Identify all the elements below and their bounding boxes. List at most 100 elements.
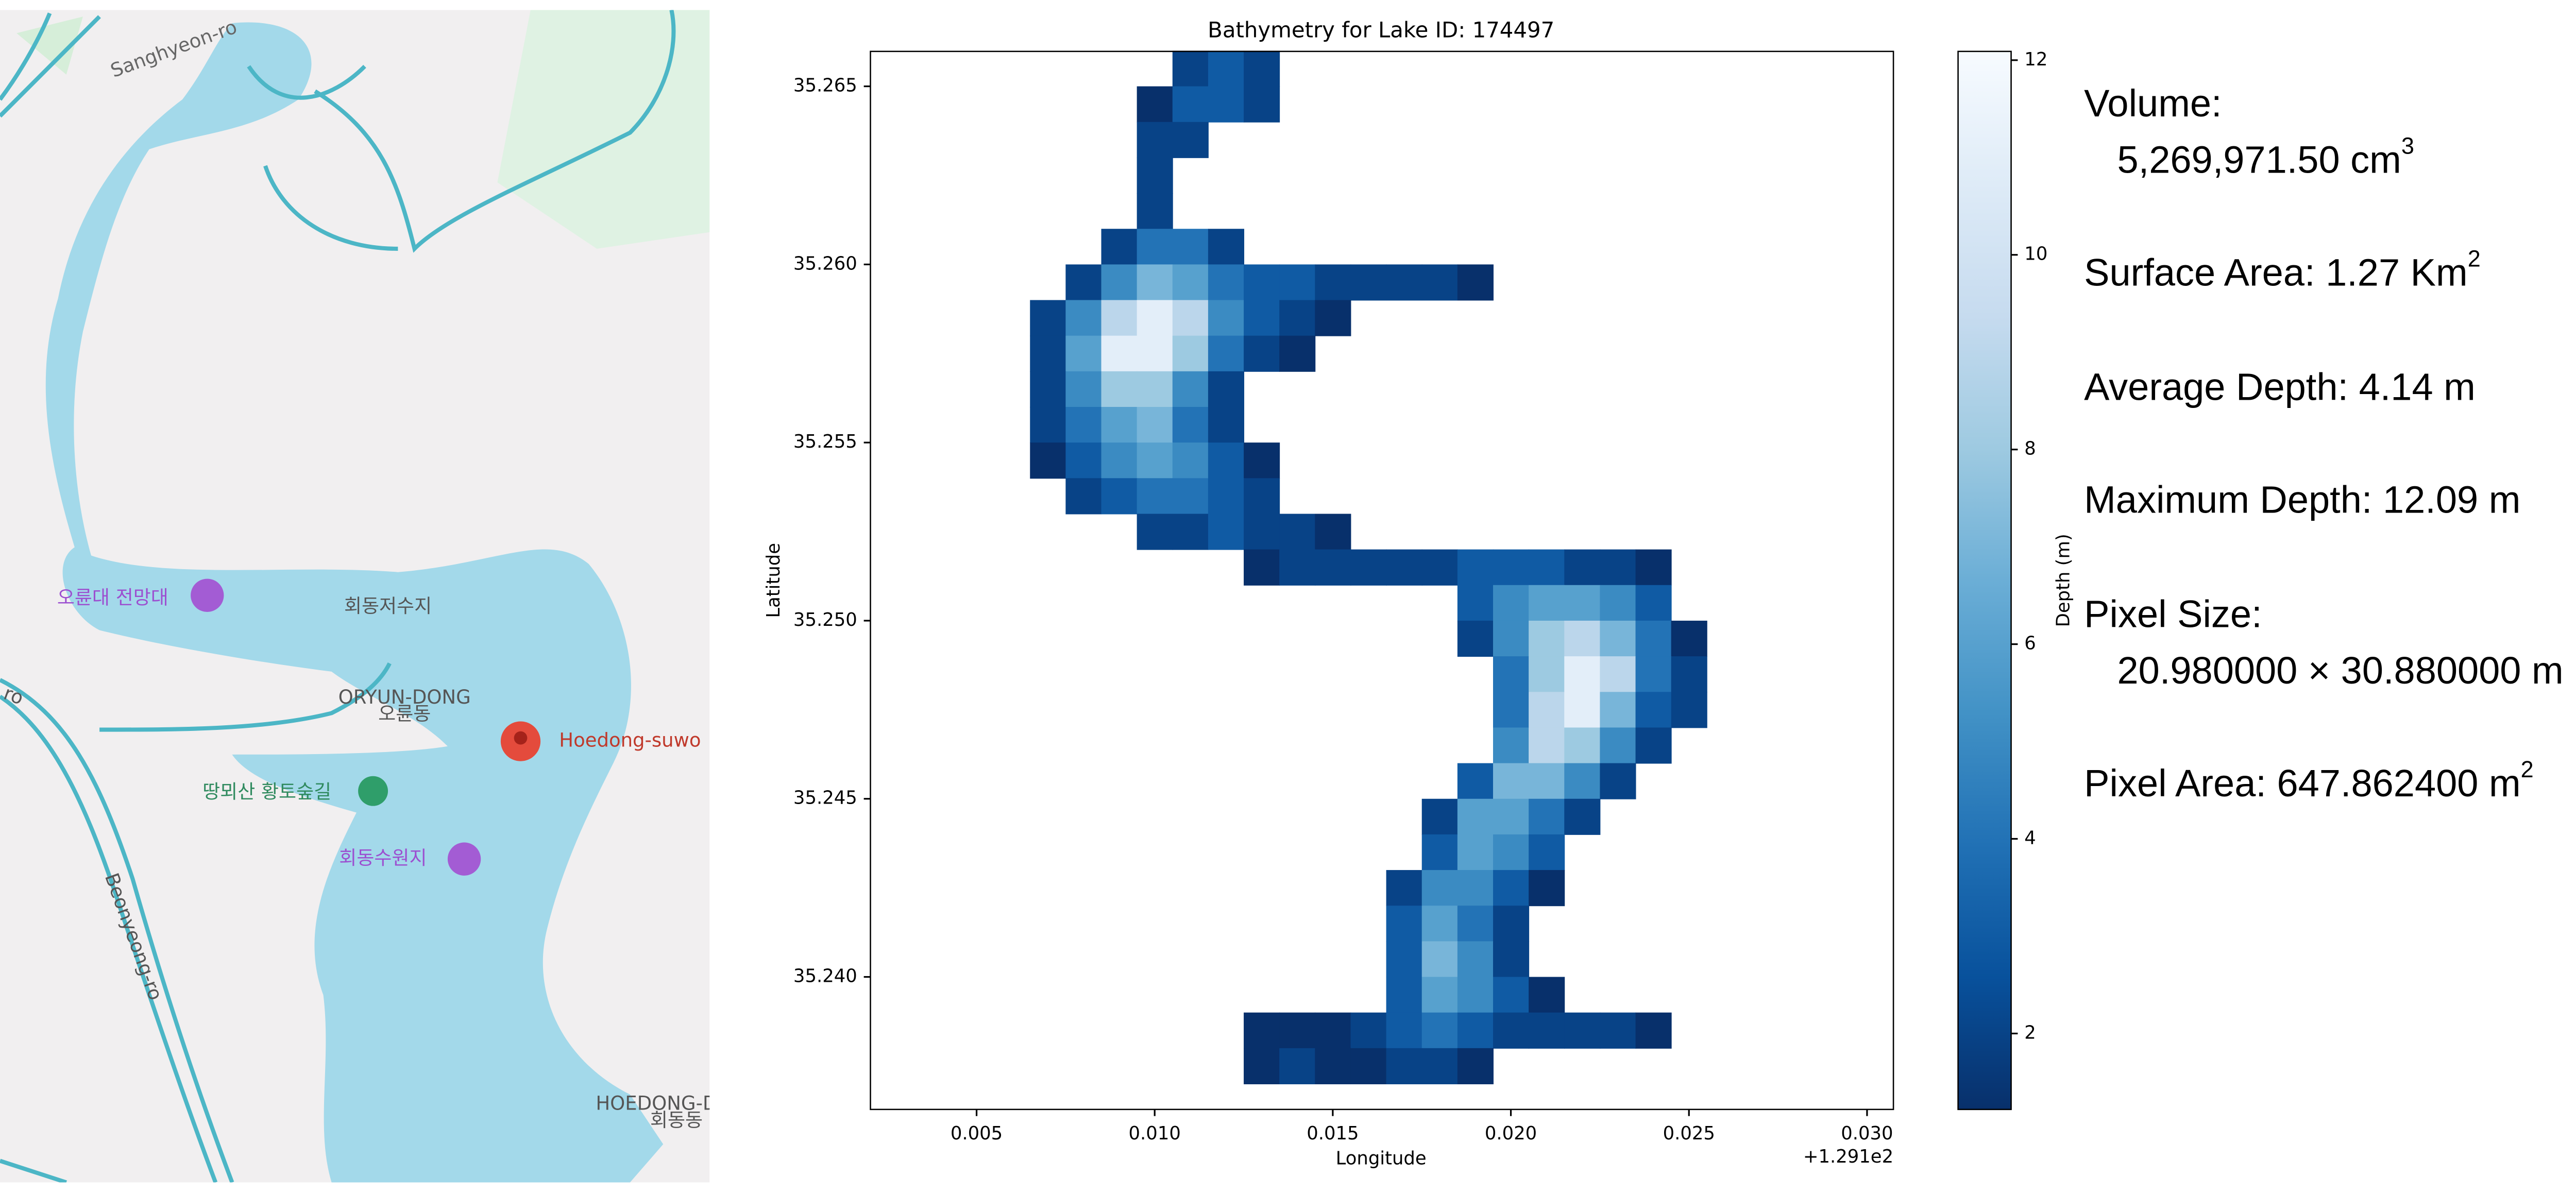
heat-cell — [1493, 692, 1530, 728]
heat-cell — [1030, 371, 1066, 407]
heat-cell — [1564, 798, 1601, 835]
heat-cell — [1386, 906, 1422, 942]
heat-cell — [1101, 478, 1138, 515]
heat-cell — [1457, 1048, 1494, 1084]
heat-cell — [1315, 549, 1351, 586]
park — [497, 10, 710, 249]
stat-line: Pixel Area: 647.862400 m2 — [2084, 756, 2534, 805]
heat-cell — [1208, 335, 1245, 372]
heat-cell — [1493, 1012, 1530, 1049]
heat-cell — [1208, 442, 1245, 479]
heat-cell — [1172, 264, 1209, 301]
heat-cell — [1315, 514, 1351, 550]
heat-cell — [1635, 620, 1672, 657]
map-label: 오륜동 — [378, 703, 431, 725]
heat-cell — [1529, 656, 1565, 693]
heat-cell — [1101, 300, 1138, 336]
y-tick-label: 35.265 — [793, 75, 857, 96]
heat-cell — [1279, 264, 1316, 301]
poi-icon[interactable] — [358, 776, 388, 806]
heat-cell — [1529, 798, 1565, 835]
heat-cell — [1421, 906, 1458, 942]
heat-cell — [1493, 941, 1530, 978]
stat-line: Pixel Size: — [2084, 592, 2262, 635]
heat-cell — [1172, 514, 1209, 550]
heat-cell — [1493, 727, 1530, 764]
heat-cell — [1529, 870, 1565, 907]
heat-cell — [1635, 692, 1672, 728]
stat-superscript: 2 — [2521, 756, 2534, 782]
map-label: 오륜대 전망대 — [57, 587, 168, 609]
heat-cell — [1635, 656, 1672, 693]
heat-cell — [1671, 692, 1707, 728]
heat-cell — [1564, 692, 1601, 728]
heat-cell — [1493, 620, 1530, 657]
heat-cell — [1493, 656, 1530, 693]
stat-line: 5,269,971.50 cm3 — [2117, 132, 2414, 181]
heat-cell — [1244, 442, 1280, 479]
heat-cell — [1065, 300, 1102, 336]
map-label: 회동수원지 — [339, 847, 427, 869]
heat-cell — [1457, 549, 1494, 586]
heat-cell — [1208, 371, 1245, 407]
heat-cell — [1457, 834, 1494, 871]
y-tick-label: 35.260 — [793, 253, 857, 274]
stat-text: Average Depth: 4.14 m — [2084, 365, 2476, 408]
heat-cell — [1457, 798, 1494, 835]
stat-text: Pixel Size: — [2084, 592, 2262, 635]
stat-line: Maximum Depth: 12.09 m — [2084, 478, 2520, 521]
heat-cell — [1564, 1012, 1601, 1049]
colorbar-tick-label: 10 — [2024, 244, 2047, 265]
chart-title: Bathymetry for Lake ID: 174497 — [1208, 18, 1554, 43]
heat-cell — [1137, 335, 1173, 372]
map-label: 회동저수지 — [344, 595, 432, 617]
map-label: 땅뫼산 황토숲길 — [202, 780, 331, 803]
y-tick-label: 35.255 — [793, 431, 857, 452]
heat-cell — [1421, 1012, 1458, 1049]
heat-cell — [1244, 1012, 1280, 1049]
heat-cell — [1564, 656, 1601, 693]
heat-cell — [1137, 407, 1173, 444]
heat-cell — [1493, 906, 1530, 942]
heat-cell — [1635, 585, 1672, 621]
x-tick-label: 0.005 — [951, 1123, 1003, 1144]
heat-cell — [1529, 977, 1565, 1013]
x-tick-label: 0.015 — [1307, 1123, 1359, 1144]
heat-cell — [1244, 335, 1280, 372]
road — [0, 10, 676, 1183]
heat-cell — [1279, 514, 1316, 550]
heat-cell — [1600, 656, 1636, 693]
heat-cell — [1065, 264, 1102, 301]
heat-cell — [1671, 620, 1707, 657]
heat-cell — [1493, 870, 1530, 907]
heat-cell — [1065, 371, 1102, 407]
map-label: Hoedong-suwo — [559, 729, 701, 752]
poi-icon[interactable] — [191, 578, 224, 612]
x-tick-label: 0.020 — [1485, 1123, 1537, 1144]
heat-cell — [1386, 1048, 1422, 1084]
heat-cell — [1600, 620, 1636, 657]
heat-cell — [1350, 1048, 1387, 1084]
heat-cell — [1421, 834, 1458, 871]
heat-cell — [1421, 1048, 1458, 1084]
stat-text: 20.980000 × 30.880000 m — [2117, 649, 2564, 692]
colorbar — [1957, 50, 2012, 1111]
heat-cell — [1030, 335, 1066, 372]
heat-cell — [1172, 478, 1209, 515]
heat-cell — [1030, 300, 1066, 336]
heat-cell — [1244, 549, 1280, 586]
heat-cell — [1386, 870, 1422, 907]
heat-cell — [1457, 977, 1494, 1013]
heat-cell — [1137, 371, 1173, 407]
heat-cell — [1386, 977, 1422, 1013]
heat-cell — [1493, 763, 1530, 799]
heat-cell — [1529, 763, 1565, 799]
heat-cell — [1315, 264, 1351, 301]
heat-cell — [1137, 514, 1173, 550]
poi-icon[interactable] — [447, 842, 481, 876]
heat-cell — [1137, 86, 1173, 123]
map-label: HOEDONG-D — [596, 1093, 717, 1115]
colorbar-tick-label: 2 — [2024, 1022, 2036, 1043]
heat-cell — [1101, 407, 1138, 444]
